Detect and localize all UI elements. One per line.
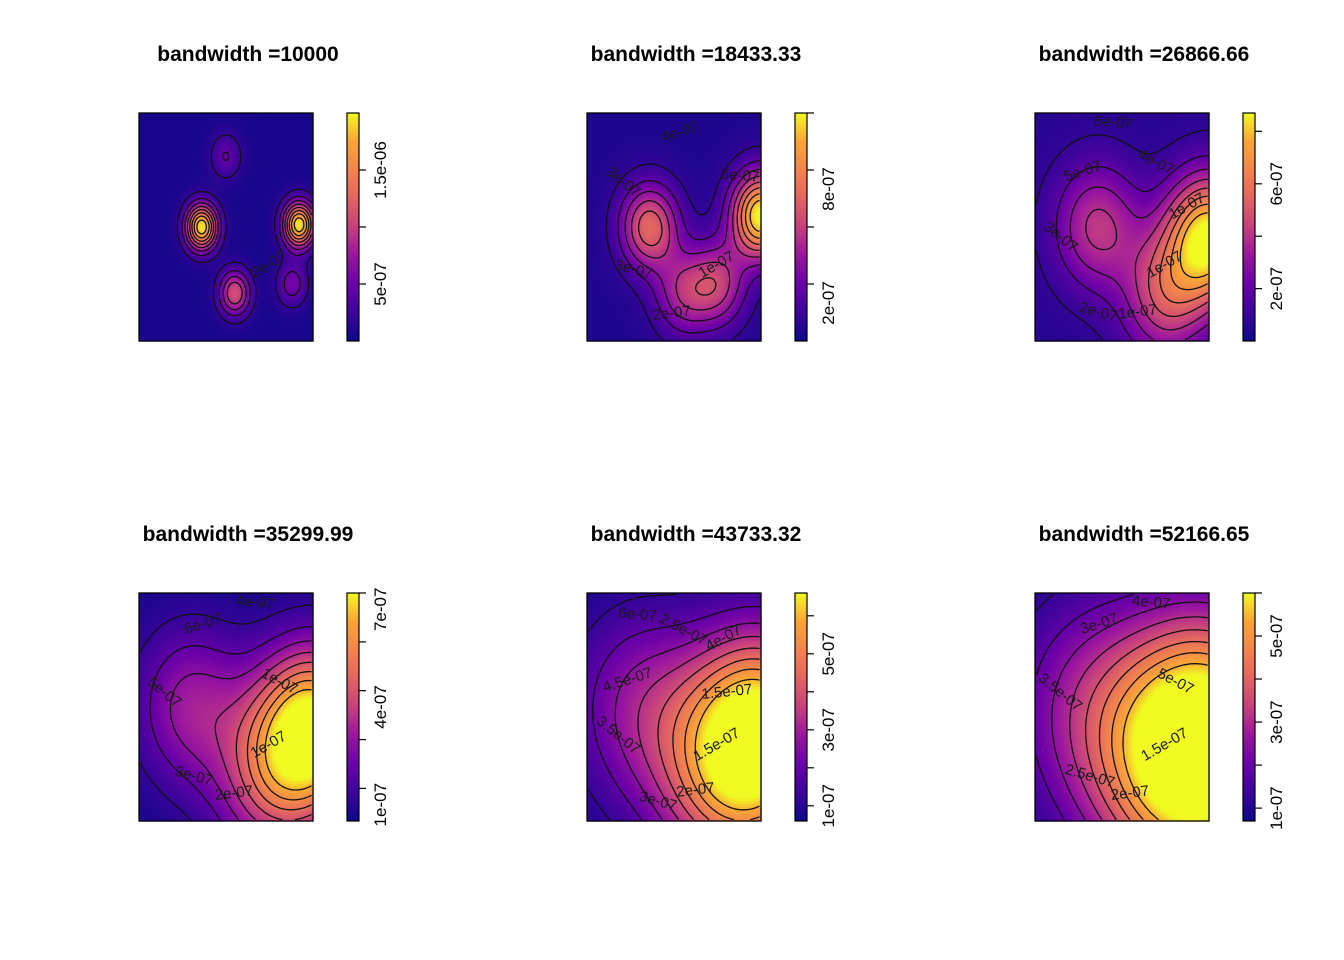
colorbar-tick-label: 1.5e-06 <box>371 141 390 199</box>
panel-title: bandwidth =18433.33 <box>591 43 802 66</box>
panel-2: bandwidth =18433.331e-072e-073e-073e-074… <box>587 43 838 342</box>
colorbar-ticks <box>359 170 366 284</box>
colorbar <box>347 113 359 341</box>
colorbar-tick-label: 5e-07 <box>371 262 390 305</box>
panel-title: bandwidth =10000 <box>157 43 338 66</box>
